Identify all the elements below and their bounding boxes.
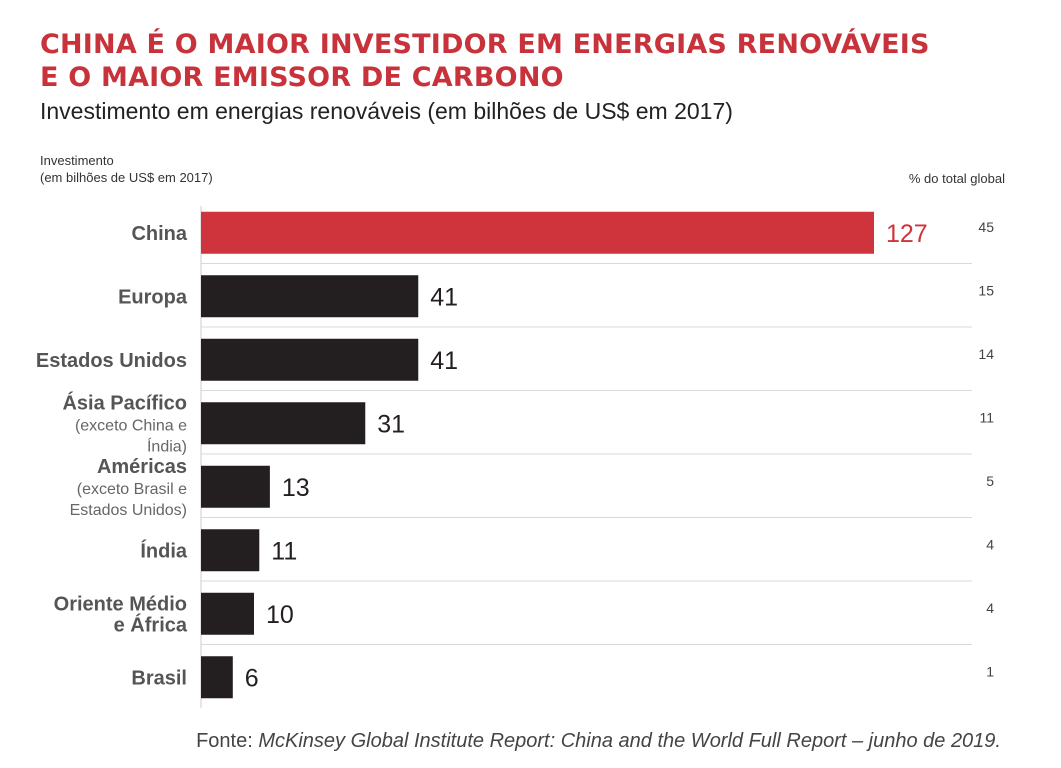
category-label: Oriente Médio (54, 593, 187, 615)
axis-caption-line-2: (em bilhões de US$ em 2017) (40, 170, 213, 185)
bar (201, 211, 874, 254)
pct-value-label: 4 (986, 600, 994, 616)
category-note: (exceto China e (75, 417, 187, 434)
bar (201, 465, 270, 508)
bar (201, 275, 419, 318)
bar-value-label: 41 (430, 283, 458, 311)
pct-value-label: 15 (978, 282, 994, 298)
chart-subtitle: Investimento em energias renováveis (em … (40, 98, 733, 124)
bar-value-label: 10 (266, 601, 294, 629)
category-label: Brasil (131, 667, 187, 689)
bar-value-label: 41 (430, 347, 458, 375)
category-label: Índia (140, 539, 188, 562)
category-label: e África (114, 613, 188, 636)
chart-title: CHINA É O MAIOR INVESTIDOR EM ENERGIAS R… (40, 28, 930, 94)
pct-value-label: 4 (986, 536, 994, 552)
category-note: Estados Unidos) (70, 502, 187, 519)
category-label: Estados Unidos (36, 350, 187, 372)
source-prefix: Fonte: (196, 730, 259, 752)
source-text: McKinsey Global Institute Report: China … (258, 730, 1001, 752)
bar-value-label: 6 (245, 664, 259, 692)
pct-value-label: 11 (979, 409, 994, 425)
axis-caption: Investimento (em bilhões de US$ em 2017) (40, 152, 213, 186)
bar-value-label: 13 (282, 474, 310, 502)
chart-title-line-2: E O MAIOR EMISSOR DE CARBONO (40, 62, 564, 93)
bar (201, 592, 254, 635)
pct-value-label: 45 (978, 219, 994, 235)
category-label: China (131, 223, 187, 245)
pct-value-label: 1 (986, 663, 994, 679)
bar-value-label: 31 (377, 410, 405, 438)
chart-title-line-1: CHINA É O MAIOR INVESTIDOR EM ENERGIAS R… (40, 29, 930, 60)
category-label: Ásia Pacífico (62, 391, 187, 414)
category-label: Américas (97, 456, 187, 478)
category-note: (exceto Brasil e (77, 481, 187, 498)
bar (201, 656, 233, 699)
pct-value-label: 14 (978, 346, 994, 362)
source-note: Fonte: McKinsey Global Institute Report:… (196, 730, 1001, 753)
category-label: Europa (118, 286, 188, 308)
bar-value-label: 127 (886, 220, 928, 248)
bar-value-label: 11 (271, 537, 297, 565)
axis-caption-line-1: Investimento (40, 153, 114, 168)
pct-value-label: 5 (986, 473, 994, 489)
bar (201, 338, 419, 381)
bar (201, 402, 366, 445)
pct-column-caption: % do total global (908, 171, 1005, 186)
category-note: Índia) (147, 436, 187, 455)
bar (201, 529, 260, 572)
